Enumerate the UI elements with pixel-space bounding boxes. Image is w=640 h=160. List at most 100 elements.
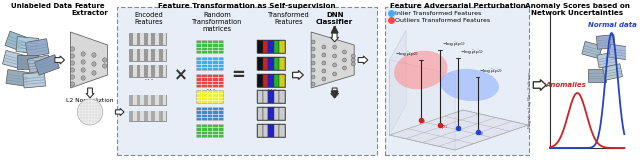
Bar — [155, 33, 159, 45]
Bar — [268, 124, 274, 137]
Circle shape — [322, 45, 326, 49]
Text: Anomalies: Anomalies — [545, 82, 586, 88]
Text: L2 Normaliztion: L2 Normaliztion — [67, 98, 114, 103]
Text: $-\log\hat{p}(p_2)$: $-\log\hat{p}(p_2)$ — [395, 51, 419, 59]
Bar — [279, 124, 285, 137]
Circle shape — [311, 82, 315, 86]
Bar — [148, 111, 152, 121]
Circle shape — [92, 62, 96, 66]
Text: $p_1$: $p_1$ — [442, 123, 448, 131]
Text: ×: × — [174, 66, 188, 84]
Circle shape — [311, 68, 315, 72]
Bar — [196, 107, 223, 120]
Bar — [140, 49, 144, 61]
Bar — [133, 95, 136, 105]
Polygon shape — [331, 88, 339, 98]
Bar — [159, 95, 163, 105]
Bar — [603, 64, 623, 80]
Bar — [152, 49, 155, 61]
Text: $p_2$: $p_2$ — [419, 118, 426, 126]
Bar — [140, 95, 144, 105]
Bar — [609, 44, 628, 60]
Polygon shape — [533, 80, 546, 90]
Bar — [588, 68, 605, 81]
Bar — [140, 33, 144, 45]
Text: Unlabeled Data: Unlabeled Data — [11, 3, 72, 9]
Bar — [268, 57, 274, 70]
Bar — [129, 33, 166, 45]
Bar — [257, 57, 263, 70]
Text: Network Uncertainties: Network Uncertainties — [531, 10, 623, 16]
Bar — [159, 49, 163, 61]
Bar — [152, 111, 155, 121]
Bar — [163, 33, 166, 45]
Polygon shape — [331, 32, 339, 42]
Bar — [16, 37, 39, 53]
Circle shape — [342, 50, 346, 54]
Bar — [274, 90, 279, 103]
Circle shape — [92, 53, 96, 57]
Bar — [257, 90, 263, 103]
Bar — [129, 111, 166, 121]
Bar — [163, 49, 166, 61]
Text: Feature
Extractor: Feature Extractor — [72, 3, 108, 16]
Bar — [129, 95, 166, 105]
Bar — [155, 111, 159, 121]
Bar — [279, 107, 285, 120]
Bar — [148, 65, 152, 77]
Circle shape — [351, 62, 355, 66]
Text: Transformed
Features: Transformed Features — [268, 12, 310, 25]
Bar — [196, 57, 223, 70]
Polygon shape — [390, 110, 529, 150]
Bar — [133, 65, 136, 77]
Polygon shape — [390, 30, 406, 135]
Circle shape — [333, 45, 337, 49]
Bar — [152, 33, 155, 45]
Bar — [17, 55, 38, 69]
Bar — [263, 90, 268, 103]
Bar — [159, 111, 163, 121]
Polygon shape — [311, 32, 354, 88]
Circle shape — [311, 47, 315, 51]
Bar — [26, 39, 49, 57]
Bar — [117, 7, 377, 155]
Bar — [274, 124, 279, 137]
Bar — [257, 74, 263, 87]
Text: $o_1$: $o_1$ — [456, 126, 463, 134]
Bar — [129, 49, 166, 61]
Bar — [257, 57, 285, 70]
Bar — [268, 40, 274, 53]
Circle shape — [102, 64, 107, 68]
Bar — [144, 111, 148, 121]
Bar — [263, 57, 268, 70]
Bar — [279, 74, 285, 87]
Polygon shape — [70, 32, 108, 88]
Bar — [136, 33, 140, 45]
Bar — [279, 57, 285, 70]
Circle shape — [333, 63, 337, 67]
Bar — [23, 72, 45, 88]
Circle shape — [351, 58, 355, 62]
Bar — [129, 65, 166, 77]
Text: =: = — [231, 66, 244, 84]
Bar — [129, 33, 133, 45]
Bar — [3, 50, 27, 70]
Bar — [159, 65, 163, 77]
Bar — [6, 70, 29, 86]
Text: Normal data: Normal data — [588, 22, 637, 28]
Circle shape — [81, 68, 85, 72]
Bar — [140, 111, 144, 121]
Bar — [385, 7, 529, 155]
Bar — [155, 95, 159, 105]
Circle shape — [322, 61, 326, 65]
Bar — [263, 107, 268, 120]
Bar — [129, 111, 133, 121]
Circle shape — [77, 99, 103, 125]
Text: Inlier Transformed Features: Inlier Transformed Features — [396, 11, 481, 16]
Bar — [196, 40, 223, 53]
Circle shape — [342, 58, 346, 62]
Bar — [129, 95, 133, 105]
Circle shape — [333, 72, 337, 76]
Text: Encoded
Features: Encoded Features — [134, 12, 163, 25]
Bar — [133, 111, 136, 121]
